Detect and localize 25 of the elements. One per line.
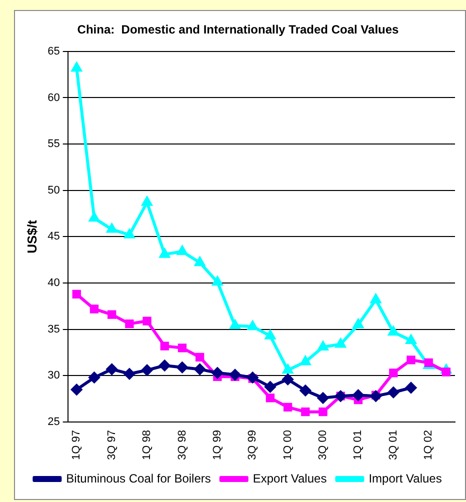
y-tick-label: 55	[48, 138, 60, 150]
y-tick-label: 50	[48, 184, 60, 196]
y-tick-label: 25	[48, 416, 60, 428]
x-tick-label: 1Q 01	[352, 430, 364, 460]
y-tick-label: 40	[48, 277, 60, 290]
y-axis-title: US$/t	[24, 219, 40, 254]
y-tick-label: 30	[48, 370, 60, 382]
legend-label: Export Values	[252, 471, 327, 486]
x-tick-label: 1Q 98	[141, 430, 154, 460]
chart-title: China: Domestic and Internationally Traded Coal Values	[77, 22, 400, 37]
x-tick-label: 1Q 00	[282, 430, 294, 460]
y-tick-label: 60	[48, 92, 60, 104]
y-tick-label: 45	[48, 230, 60, 243]
legend-label: Bituminous Coal for Boilers	[66, 471, 211, 486]
x-tick-label: 3Q 97	[106, 430, 118, 460]
x-tick-label: 3Q 99	[246, 430, 259, 460]
legend-label: Import Values	[368, 471, 442, 486]
y-tick-label: 35	[48, 323, 60, 336]
x-tick-label: 3Q 00	[317, 430, 330, 460]
x-tick-label: 1Q 99	[211, 430, 224, 460]
x-tick-label: 3Q 01	[387, 430, 400, 460]
x-tick-label: 1Q 97	[70, 430, 83, 460]
y-tick-label: 65	[48, 45, 60, 58]
x-tick-label: 1Q 02	[422, 430, 435, 460]
x-tick-label: 3Q 98	[176, 430, 188, 460]
